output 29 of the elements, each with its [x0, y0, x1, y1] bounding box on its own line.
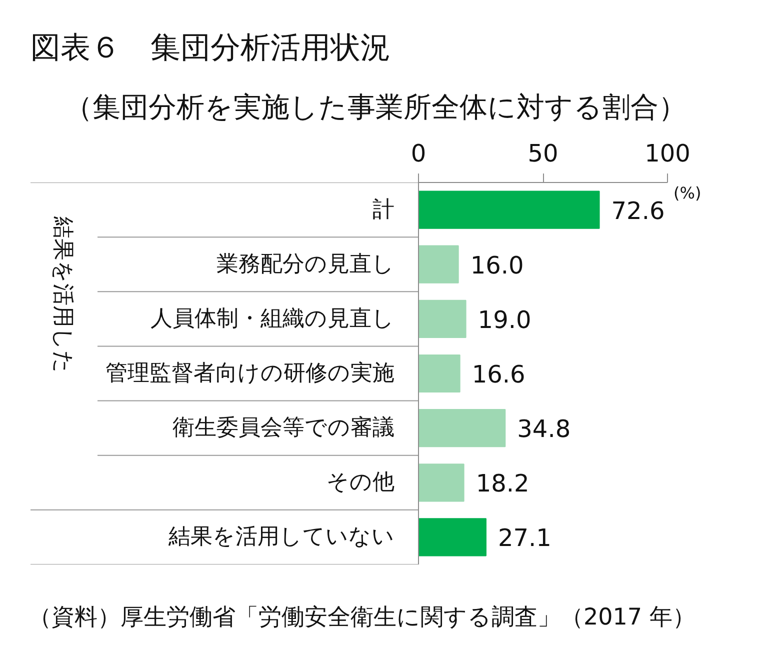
- bar: [418, 300, 466, 338]
- y-tick-label: 衛生委員会等での審議: [172, 416, 394, 441]
- bar: [418, 245, 459, 284]
- data-label: 16.6: [472, 360, 526, 388]
- data-label: 27.1: [498, 524, 552, 552]
- bar: [418, 409, 506, 448]
- y-tick-label: 計: [372, 197, 394, 222]
- x-axis-title: (%): [674, 184, 702, 202]
- data-label: 18.2: [476, 470, 530, 498]
- data-label: 34.8: [517, 415, 571, 444]
- bar: [418, 354, 460, 393]
- y-tick-label: その他: [326, 470, 394, 496]
- y-tick-label: 業務配分の見直し: [216, 252, 394, 277]
- y-tick-label: 管理監督者向けの研修の実施: [106, 361, 394, 386]
- x-tick-label: 100: [644, 140, 690, 168]
- y-tick-label: 人員体制・組織の見直し: [150, 306, 394, 332]
- bar: [418, 190, 600, 229]
- x-tick-label: 50: [528, 140, 558, 168]
- data-label: 19.0: [478, 306, 532, 334]
- data-label: 16.0: [470, 251, 524, 280]
- chart-subtitle: （集団分析を実施した事業所全体に対する割合）: [64, 90, 686, 124]
- x-tick-label: 0: [410, 140, 426, 168]
- data-label: 72.6: [611, 196, 665, 225]
- text: （資料）厚生労働省「労働安全衛生に関する調査」（2017 年）: [28, 604, 696, 630]
- bar: [418, 518, 486, 556]
- bar: [418, 464, 464, 502]
- text: 結果を活用した: [50, 216, 75, 374]
- chart-title: 図表６ 集団分析活用状況: [30, 30, 390, 66]
- y-tick-label: 結果を活用していない: [168, 524, 394, 550]
